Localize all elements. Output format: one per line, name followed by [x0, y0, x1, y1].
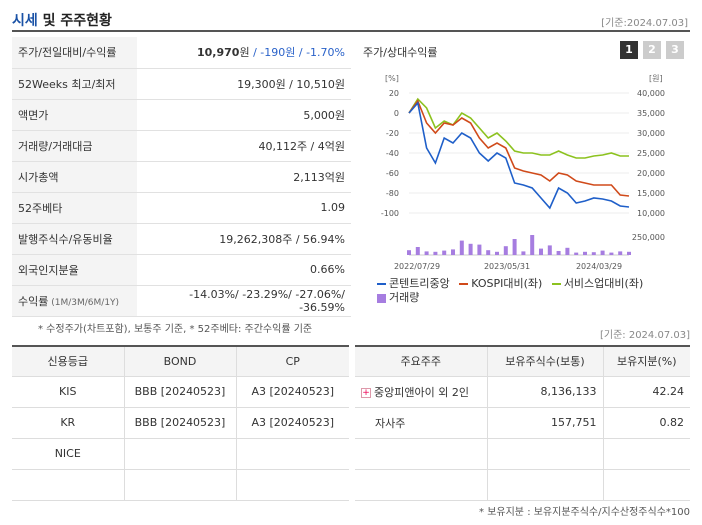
price-table: 주가/전일대비/수익률 10,970원 / -190원 / -1.70% 52W… — [12, 37, 351, 317]
table-row: 52Weeks 최고/최저 19,300원 / 10,510원 — [12, 68, 351, 100]
chart-title: 주가/상대수익률 — [363, 46, 438, 59]
legend-item: 거래량 — [377, 291, 419, 305]
volume-bar — [583, 251, 587, 255]
volume-bar — [415, 247, 420, 255]
table-row: 외국인지분율 0.66% — [12, 254, 351, 286]
shareholder-date: [기준: 2024.07.03] — [599, 330, 690, 341]
chart-tab-1[interactable]: 1 — [620, 41, 638, 59]
volume-bar — [618, 251, 623, 255]
volume-bar — [600, 250, 605, 255]
section-header: 시세 및 주주현황 [기준:2024.07.03] — [12, 10, 690, 32]
table-row: + 중앙피앤아이 외 2인 8,136,133 42.24 — [355, 376, 690, 408]
volume-bar — [547, 245, 552, 255]
y-right-tick: 35,000 — [637, 109, 665, 118]
table-row: 수익률 (1M/3M/6M/1Y) -14.03%/ -23.29%/ -27.0… — [12, 285, 351, 317]
volume-bar — [433, 251, 438, 255]
volume-bar — [407, 250, 411, 255]
y-right-tick: 30,000 — [637, 129, 665, 138]
chart-tabs: 1 2 3 — [620, 41, 684, 59]
chart-tab-3[interactable]: 3 — [666, 41, 684, 59]
chart-legend: 콘텐트리중앙 KOSPI대비(좌) 서비스업대비(좌) 거래량 — [377, 277, 687, 305]
table-row — [355, 438, 690, 470]
section-title: 시세 및 주주현황 — [12, 13, 112, 29]
volume-bar — [459, 240, 464, 255]
credit-table: 신용등급 BOND CP KIS BBB [20240523] A3 [202405… — [12, 345, 349, 501]
table-row: KIS BBB [20240523] A3 [20240523] — [12, 376, 349, 408]
right-unit: [원] — [649, 74, 663, 83]
volume-bar — [539, 248, 543, 255]
volume-bar — [477, 244, 482, 255]
volume-bar — [495, 251, 499, 255]
table-row — [355, 469, 690, 501]
legend-item: 서비스업대비(좌) — [551, 277, 643, 291]
y-left-tick: -20 — [386, 129, 399, 138]
table-row: 자사주 157,751 0.82 — [355, 407, 690, 439]
chart-panel: 주가/상대수익률 1 2 3 [%] [원] 250,000 20 0 -20 -40… — [357, 37, 690, 313]
y-left-tick: -40 — [386, 149, 399, 158]
table-row: NICE — [12, 438, 349, 470]
table-row — [12, 469, 349, 501]
volume-bar — [442, 250, 447, 255]
y-right-tick: 10,000 — [637, 209, 665, 218]
table-row: KR BBB [20240523] A3 [20240523] — [12, 407, 349, 439]
y-left-tick: 0 — [394, 109, 399, 118]
y-left-tick: -100 — [381, 209, 399, 218]
table-row: 52주베타 1.09 — [12, 192, 351, 224]
y-left-tick: -80 — [386, 189, 399, 198]
volume-bar — [565, 247, 570, 255]
volume-bar — [521, 251, 526, 255]
volume-bar — [574, 252, 579, 255]
base-date: [기준:2024.07.03] — [601, 18, 688, 29]
chart-tab-2[interactable]: 2 — [643, 41, 661, 59]
volume-bar — [486, 250, 491, 255]
volume-bar — [503, 246, 508, 255]
chart-canvas: [%] [원] 250,000 20 0 -20 -40 -60 -80 -100 40,00… — [381, 74, 665, 271]
volume-bar — [451, 249, 455, 255]
series-line — [408, 101, 630, 210]
y-right-tick: 20,000 — [637, 169, 665, 178]
volume-tick: 250,000 — [632, 233, 665, 242]
x-tick: 2024/03/29 — [576, 262, 622, 271]
table-row: 거래량/거래대금 40,112주 / 4억원 — [12, 130, 351, 162]
y-right-tick: 15,000 — [637, 189, 665, 198]
volume-bar — [556, 251, 561, 255]
volume-bar — [627, 251, 631, 255]
legend-item: KOSPI대비(좌) — [459, 277, 542, 291]
volume-bar — [591, 252, 596, 255]
volume-bar — [424, 251, 429, 255]
series-line — [408, 97, 629, 159]
table-row: 액면가 5,000원 — [12, 99, 351, 131]
series-line — [408, 99, 630, 197]
y-right-tick: 40,000 — [637, 89, 665, 98]
table-row: 주가/전일대비/수익률 10,970원 / -190원 / -1.70% — [12, 37, 351, 69]
shareholder-table: 주요주주 보유주식수(보통) 보유지분(%) + 중앙피앤아이 외 2인 8,13… — [355, 345, 690, 501]
volume-bar — [468, 243, 473, 255]
shareholder-note: * 보유지분 : 보유지분주식수/지수산정주식수*100 — [479, 507, 690, 518]
expand-icon[interactable]: + — [361, 387, 371, 398]
left-unit: [%] — [385, 74, 399, 83]
table-row: 발행주식수/유동비율 19,262,308주 / 56.94% — [12, 223, 351, 255]
legend-item: 콘텐트리중앙 — [377, 277, 450, 291]
y-left-tick: 20 — [389, 89, 399, 98]
x-tick: 2022/07/29 — [394, 262, 440, 271]
table-row: 시가총액 2,113억원 — [12, 161, 351, 193]
y-right-tick: 25,000 — [637, 149, 665, 158]
volume-bar — [530, 235, 535, 255]
y-left-tick: -60 — [386, 169, 399, 178]
x-tick: 2023/05/31 — [484, 262, 530, 271]
volume-bar — [609, 252, 614, 255]
volume-bar — [512, 239, 517, 255]
price-note: * 수정주가(차트포함), 보통주 기준, * 52주베타: 주간수익률 기준 — [38, 324, 313, 335]
